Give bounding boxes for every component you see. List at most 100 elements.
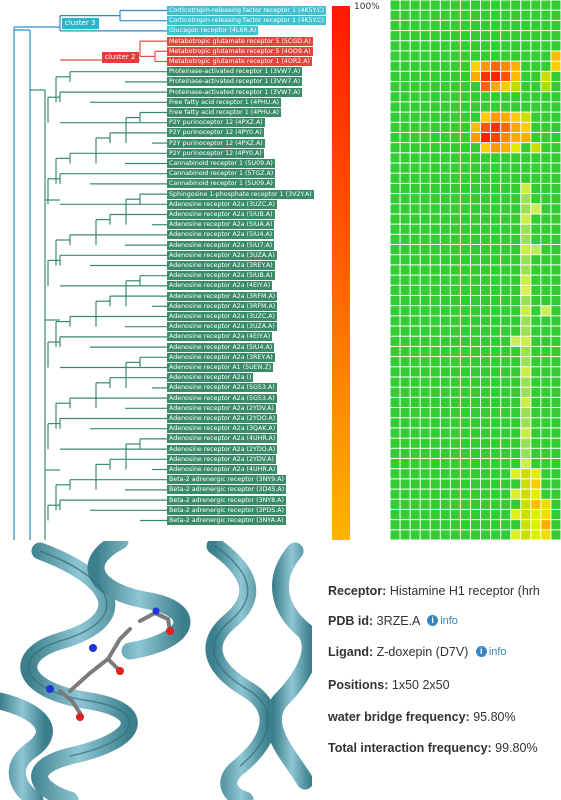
- leaf-label[interactable]: Adenosine receptor A2a (2YDO.A): [167, 414, 278, 423]
- ligand-info-link[interactable]: i info: [475, 646, 507, 658]
- leaf-label[interactable]: Cannabinoid receptor 1 (5U09.A): [167, 159, 275, 168]
- leaf-label[interactable]: Adenosine receptor A2a (5IUB.A): [167, 210, 275, 219]
- leaf-label[interactable]: Adenosine receptor A2a (3REY.A): [167, 352, 275, 362]
- heatmap-cell: [430, 509, 440, 520]
- leaf-label[interactable]: Adenosine receptor A2a (2YDO.A): [167, 444, 278, 454]
- leaf-label[interactable]: Adenosine receptor A2a (5IU7.A): [167, 240, 275, 250]
- leaf-label[interactable]: Free fatty acid receptor 1 (4PHU.A): [167, 97, 282, 107]
- leaf-label[interactable]: P2Y purinoceptor 12 (4PY0.A): [167, 148, 264, 158]
- heatmap-cell: [541, 51, 551, 61]
- heatmap-cell: [390, 234, 400, 245]
- leaf-label[interactable]: Sphingosine 1-phosphate receptor 1 (3V2Y…: [167, 189, 314, 199]
- heatmap-cell: [460, 275, 470, 285]
- leaf-label[interactable]: Adenosine receptor A2a (3RFM.A): [167, 291, 278, 301]
- leaf-label[interactable]: Adenosine receptor A2a (2YDV.A): [167, 454, 276, 464]
- leaf-label[interactable]: Adenosine receptor A2a (3RFM.A): [167, 301, 278, 311]
- heatmap-cell: [460, 326, 470, 336]
- heatmap-cell: [390, 265, 400, 275]
- heatmap-cell: [521, 448, 531, 458]
- leaf-label[interactable]: Adenosine receptor A2a (4UHR.A): [167, 465, 278, 474]
- heatmap-cell: [440, 20, 450, 31]
- heatmap-cell: [491, 306, 501, 316]
- leaf-label[interactable]: Beta-2 adrenergic receptor (3NYA.A): [167, 516, 286, 525]
- heatmap-cell: [390, 489, 400, 499]
- leaf-label[interactable]: Free fatty acid receptor 1 (4PHU.A): [167, 108, 282, 117]
- heatmap-cell: [551, 346, 561, 357]
- leaf-label[interactable]: P2Y purinoceptor 12 (4PXZ.A): [167, 138, 265, 148]
- leaf-label[interactable]: P2Y purinoceptor 12 (4PXZ.A): [167, 118, 265, 128]
- leaf-label[interactable]: Adenosine receptor A2a (3UZC.A): [167, 312, 277, 321]
- heatmap-cell: [531, 346, 541, 357]
- info-icon: i: [427, 615, 439, 626]
- heatmap-cell: [511, 428, 521, 438]
- heatmap-cell: [440, 346, 450, 357]
- heatmap-cell: [440, 377, 450, 387]
- cluster-tag[interactable]: cluster 3: [62, 18, 99, 29]
- leaf-label[interactable]: Metabotropic glutamate receptor 1 (4OR2.…: [167, 57, 313, 66]
- leaf-label[interactable]: Adenosine receptor A2a (3QAK.A): [167, 424, 278, 434]
- leaf-label[interactable]: P2Y purinoceptor 12 (4PY0.A): [167, 128, 264, 138]
- heatmap-cell: [400, 418, 410, 428]
- heatmap[interactable]: [390, 0, 561, 540]
- heatmap-cell: [420, 153, 430, 163]
- leaf-label[interactable]: Beta-2 adrenergic receptor (3NY9.A): [167, 475, 286, 485]
- leaf-label[interactable]: Adenosine receptor A2a (3REY.A): [167, 261, 275, 270]
- leaf-label[interactable]: Beta-2 adrenergic receptor (3NY8.A): [167, 495, 286, 505]
- molecule-viewer[interactable]: [0, 541, 312, 800]
- heatmap-cell: [440, 163, 450, 173]
- heatmap-cell: [481, 438, 491, 448]
- leaf-label[interactable]: Proteinase-activated receptor 1 (3VW7.A): [167, 87, 303, 97]
- leaf-label[interactable]: Corticotropin-releasing factor receptor …: [167, 16, 327, 26]
- heatmap-cell: [430, 194, 440, 204]
- heatmap-cell: [460, 418, 470, 428]
- heatmap-cell: [551, 10, 561, 20]
- leaf-label[interactable]: Cannabinoid receptor 1 (5U09.A): [167, 179, 275, 189]
- leaf-label[interactable]: Adenosine receptor A2a (5IUA.A): [167, 220, 275, 230]
- leaf-label[interactable]: Glucagon receptor (4L6R.A): [167, 26, 259, 36]
- leaf-label[interactable]: Adenosine receptor A2a (2YDV.A): [167, 403, 276, 413]
- heatmap-cell: [440, 82, 450, 92]
- heatmap-cell: [420, 408, 430, 418]
- leaf-label[interactable]: Adenosine receptor A2a (3UZA.A): [167, 322, 277, 332]
- heatmap-cell: [390, 143, 400, 153]
- leaf-label[interactable]: Adenosine receptor A2a (4EIY.A): [167, 332, 273, 342]
- heatmap-cell: [460, 469, 470, 479]
- leaf-label[interactable]: Adenosine receptor A2a (5G53.A): [167, 383, 277, 393]
- heatmap-cell: [410, 306, 420, 316]
- heatmap-cell: [450, 367, 460, 377]
- heatmap-cell: [511, 173, 521, 183]
- heatmap-cell: [531, 224, 541, 234]
- leaf-label[interactable]: Adenosine receptor A2a (4UHR.A): [167, 434, 278, 444]
- leaf-label[interactable]: Proteinase-activated receptor 1 (3VW7.A): [167, 77, 303, 87]
- heatmap-cell: [541, 346, 551, 357]
- heatmap-cell: [521, 82, 531, 92]
- heatmap-cell: [430, 51, 440, 61]
- cluster-tag[interactable]: cluster 2: [102, 52, 139, 63]
- pdb-info-link[interactable]: i info: [427, 615, 458, 627]
- leaf-label[interactable]: Adenosine receptor A2a (3UZA.A): [167, 250, 277, 260]
- leaf-label[interactable]: Beta-2 adrenergic receptor (3D4S.A): [167, 485, 287, 495]
- leaf-label[interactable]: Adenosine receptor A2a (): [167, 373, 254, 383]
- heatmap-cell: [420, 31, 430, 41]
- leaf-label[interactable]: Adenosine receptor A2a (5G53.A): [167, 393, 277, 403]
- heatmap-cell: [531, 387, 541, 397]
- leaf-label[interactable]: Adenosine receptor A2a (5IU4.A): [167, 230, 275, 240]
- heatmap-cell: [470, 469, 481, 479]
- leaf-label[interactable]: Beta-2 adrenergic receptor (3PDS.A): [167, 505, 286, 515]
- heatmap-cell: [410, 377, 420, 387]
- heatmap-cell: [430, 31, 440, 41]
- heatmap-cell: [511, 194, 521, 204]
- heatmap-cell: [541, 112, 551, 122]
- leaf-label[interactable]: Adenosine receptor A2a (5IUB.A): [167, 271, 275, 281]
- heatmap-cell: [541, 295, 551, 306]
- leaf-label[interactable]: Proteinase-activated receptor 1 (3VW7.A): [167, 67, 303, 77]
- heatmap-cell: [400, 234, 410, 245]
- leaf-label[interactable]: Adenosine receptor A1 (5UEN.Z): [167, 363, 274, 372]
- leaf-label[interactable]: Adenosine receptor A2a (3UZC.A): [167, 199, 277, 209]
- leaf-label[interactable]: Metabotropic glutamate receptor 5 (4OO9.…: [167, 46, 313, 56]
- leaf-label[interactable]: Corticotropin-releasing factor receptor …: [167, 6, 327, 15]
- leaf-label[interactable]: Metabotropic glutamate receptor 5 (5CGD.…: [167, 36, 313, 46]
- leaf-label[interactable]: Adenosine receptor A2a (4EIY.A): [167, 281, 273, 291]
- leaf-label[interactable]: Adenosine receptor A2a (5IU4.A): [167, 342, 275, 352]
- leaf-label[interactable]: Cannabinoid receptor 1 (5TGZ.A): [167, 169, 276, 179]
